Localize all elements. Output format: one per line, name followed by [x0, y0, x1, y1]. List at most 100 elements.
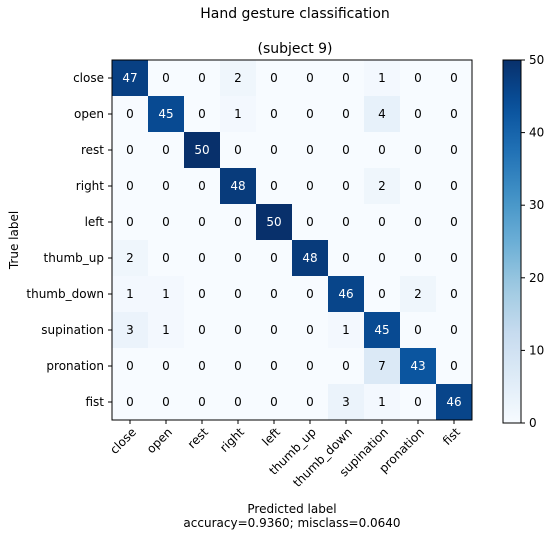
plot-frame	[111, 59, 473, 421]
cell-value: 0	[234, 287, 242, 301]
cell-value: 0	[270, 323, 278, 337]
cell-value: 0	[342, 179, 350, 193]
matrix-cell	[436, 96, 472, 132]
matrix-cell	[112, 384, 148, 420]
matrix-cell	[148, 276, 184, 312]
matrix-cell	[184, 384, 220, 420]
cell-value: 0	[270, 107, 278, 121]
matrix-cell	[112, 168, 148, 204]
cell-value: 0	[378, 251, 386, 265]
matrix-cell	[292, 168, 328, 204]
cell-value: 45	[374, 323, 389, 337]
matrix-cell	[400, 204, 436, 240]
y-tick-label: supination	[41, 323, 104, 337]
cell-value: 0	[342, 215, 350, 229]
cell-value: 0	[198, 323, 206, 337]
matrix-cell	[256, 60, 292, 96]
matrix-cell	[184, 348, 220, 384]
cell-value: 50	[194, 143, 209, 157]
cell-value: 0	[306, 107, 314, 121]
y-tick-label: right	[76, 179, 104, 193]
matrix-cell	[328, 240, 364, 276]
x-tick-label: left	[259, 425, 283, 449]
cell-value: 0	[306, 323, 314, 337]
cell-value: 0	[198, 71, 206, 85]
matrix-cell	[256, 240, 292, 276]
cell-value: 0	[306, 287, 314, 301]
matrix-cell	[148, 96, 184, 132]
cell-value: 2	[378, 179, 386, 193]
cell-value: 0	[414, 143, 422, 157]
cell-value: 0	[126, 395, 134, 409]
cell-value: 0	[234, 323, 242, 337]
y-tick-label: pronation	[46, 359, 104, 373]
matrix-cell	[364, 348, 400, 384]
matrix-cell	[436, 240, 472, 276]
matrix-cell	[148, 204, 184, 240]
y-tick-label: open	[74, 107, 104, 121]
matrix-cell	[148, 384, 184, 420]
cell-value: 0	[414, 107, 422, 121]
cell-value: 0	[162, 215, 170, 229]
matrix-cell	[184, 132, 220, 168]
matrix-cell	[256, 384, 292, 420]
matrix-cell	[220, 312, 256, 348]
matrix-cell	[436, 132, 472, 168]
x-tick-label: fist	[440, 425, 463, 448]
cell-value: 0	[306, 179, 314, 193]
matrix-cell	[292, 348, 328, 384]
cell-value: 0	[414, 395, 422, 409]
matrix-cell	[292, 60, 328, 96]
matrix-cell	[436, 384, 472, 420]
cell-value: 0	[414, 179, 422, 193]
cell-value: 0	[270, 179, 278, 193]
matrix-cell	[364, 60, 400, 96]
cell-value: 0	[378, 287, 386, 301]
matrix-cell	[364, 276, 400, 312]
matrix-cell	[292, 384, 328, 420]
cell-value: 0	[234, 359, 242, 373]
y-tick-label: thumb_up	[44, 251, 104, 265]
matrix-cell	[364, 384, 400, 420]
matrix-cell	[400, 240, 436, 276]
cell-value: 0	[270, 251, 278, 265]
cell-value: 0	[378, 143, 386, 157]
cell-value: 0	[414, 71, 422, 85]
matrix-cell	[292, 240, 328, 276]
cell-value: 0	[450, 215, 458, 229]
accuracy-note: accuracy=0.9360; misclass=0.0640	[183, 516, 400, 530]
cell-value: 0	[162, 359, 170, 373]
matrix-cell	[328, 276, 364, 312]
cell-value: 0	[234, 143, 242, 157]
cell-value: 0	[270, 287, 278, 301]
matrix-cell	[112, 276, 148, 312]
cell-value: 0	[198, 215, 206, 229]
colorbar-tick-label: 0	[529, 416, 537, 430]
matrix-cell	[112, 240, 148, 276]
y-axis-label: True label	[7, 211, 21, 270]
matrix-cell	[436, 60, 472, 96]
matrix-cell	[400, 96, 436, 132]
cell-value: 0	[450, 359, 458, 373]
matrix-cell	[256, 168, 292, 204]
y-tick-label: left	[85, 215, 105, 229]
matrix-cell	[148, 312, 184, 348]
cell-value: 0	[342, 359, 350, 373]
matrix-cell	[436, 168, 472, 204]
matrix-cell	[364, 240, 400, 276]
cell-value: 43	[410, 359, 425, 373]
matrix-cell	[328, 168, 364, 204]
cell-value: 7	[378, 359, 386, 373]
matrix-cell	[400, 384, 436, 420]
colorbar-tick-label: 10	[529, 343, 544, 357]
cell-value: 0	[198, 359, 206, 373]
cell-value: 0	[162, 179, 170, 193]
cell-value: 0	[450, 179, 458, 193]
matrix-cell	[328, 204, 364, 240]
matrix-cell	[220, 384, 256, 420]
cell-value: 0	[234, 215, 242, 229]
cell-value: 0	[414, 323, 422, 337]
matrix-cell	[436, 204, 472, 240]
matrix-cell	[400, 132, 436, 168]
cell-value: 0	[198, 287, 206, 301]
